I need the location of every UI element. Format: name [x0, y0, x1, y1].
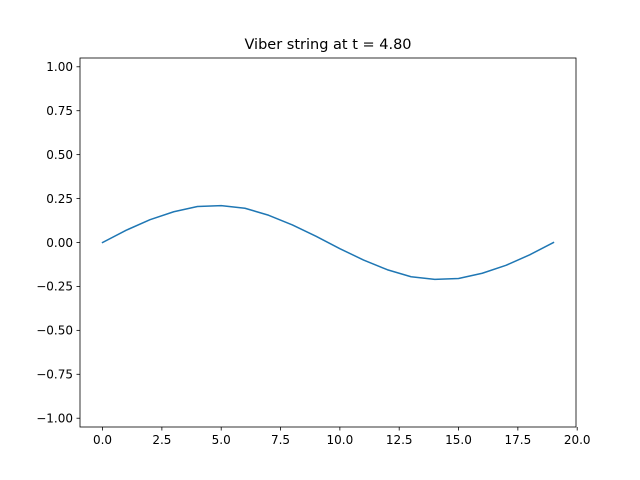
- x-tick-label: 0.0: [93, 433, 112, 447]
- y-tick-label: −0.75: [36, 368, 73, 382]
- y-tick-label: −0.50: [36, 324, 73, 338]
- y-tick-label: 1.00: [46, 60, 73, 74]
- y-tick-label: 0.50: [46, 148, 73, 162]
- y-tick-label: 0.75: [46, 104, 73, 118]
- x-tick-label: 2.5: [152, 433, 171, 447]
- x-tick-label: 20.0: [564, 433, 591, 447]
- x-tick-label: 17.5: [504, 433, 531, 447]
- plot-area: 0.0 2.5 5.0 7.5 10.0 12.5 15.0 17.5 20.0 −1.00 −0.…: [36, 60, 590, 447]
- axes-frame: [79, 57, 577, 428]
- y-tick-label: 0.25: [46, 192, 73, 206]
- series-line: [101, 204, 555, 281]
- chart-title: Viber string at t = 4.80: [244, 37, 411, 53]
- x-tick-label: 5.0: [212, 433, 231, 447]
- y-tick-label: −0.25: [36, 280, 73, 294]
- x-tick-label: 7.5: [271, 433, 290, 447]
- x-tick-label: 10.0: [327, 433, 354, 447]
- y-tick-label: 0.00: [46, 236, 73, 250]
- x-tick-label: 12.5: [386, 433, 413, 447]
- x-tick-label: 15.0: [445, 433, 472, 447]
- y-tick-label: −1.00: [36, 412, 73, 426]
